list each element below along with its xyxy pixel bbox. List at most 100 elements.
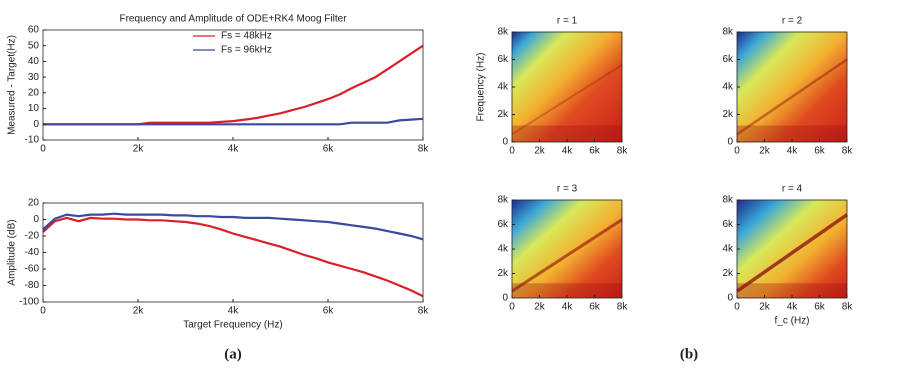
data-line <box>43 117 424 126</box>
low-band <box>737 283 847 298</box>
caption: (a) <box>224 346 242 362</box>
x-axis-label: f_c (Hz) <box>775 316 810 327</box>
y-tick-label: 4k <box>722 244 734 255</box>
resonance-band <box>736 213 848 293</box>
x-tick-label: 4k <box>228 306 240 317</box>
caption: (b) <box>680 346 698 362</box>
chart-title: r = 2 <box>782 16 803 27</box>
x-tick-label: 6k <box>323 144 335 155</box>
x-tick-label: 0 <box>40 306 46 317</box>
spectrogram-image <box>737 32 847 142</box>
x-tick-label: 6k <box>589 146 601 157</box>
spectrogram-image <box>512 200 622 298</box>
y-tick-label: 0 <box>33 119 39 130</box>
x-tick-label: 4k <box>787 302 799 313</box>
y-tick-label: 10 <box>28 103 40 114</box>
y-tick-label: -10 <box>25 135 40 146</box>
y-tick-label: 50 <box>28 40 40 51</box>
y-tick-label: 0 <box>502 137 508 148</box>
x-tick-label: 2k <box>534 146 546 157</box>
x-tick-label: 8k <box>617 146 629 157</box>
chart-title: Frequency and Amplitude of ODE+RK4 Moog … <box>119 14 347 25</box>
x-tick-label: 2k <box>759 302 771 313</box>
y-tick-label: 4k <box>497 244 509 255</box>
x-tick-label: 4k <box>562 146 574 157</box>
y-tick-label: 2k <box>722 268 734 279</box>
low-band <box>512 283 622 298</box>
y-tick-label: 8k <box>497 27 509 38</box>
x-tick-label: 6k <box>814 302 826 313</box>
x-tick-label: 8k <box>617 302 629 313</box>
y-tick-label: 0 <box>727 293 733 304</box>
plot-frame <box>42 29 424 141</box>
x-tick-label: 8k <box>418 306 430 317</box>
x-tick-label: 4k <box>787 146 799 157</box>
legend-label: Fs = 96kHz <box>221 45 272 56</box>
x-tick-label: 2k <box>133 306 145 317</box>
x-tick-label: 6k <box>589 302 601 313</box>
legend-label: Fs = 48kHz <box>221 31 272 42</box>
y-tick-label: 8k <box>497 195 509 206</box>
y-tick-label: 20 <box>28 87 40 98</box>
y-tick-label: -60 <box>25 264 40 275</box>
y-axis-label: Frequency (Hz) <box>476 53 487 122</box>
x-tick-label: 6k <box>323 306 335 317</box>
y-tick-label: 0 <box>727 137 733 148</box>
resonance-band <box>511 218 623 293</box>
y-tick-label: -80 <box>25 280 40 291</box>
x-tick-label: 2k <box>759 146 771 157</box>
x-tick-label: 2k <box>534 302 546 313</box>
x-tick-label: 4k <box>562 302 574 313</box>
y-axis-label: Amplitude (dB) <box>7 219 18 285</box>
y-tick-label: 30 <box>28 72 40 83</box>
x-tick-label: 6k <box>814 146 826 157</box>
y-tick-label: 6k <box>497 54 509 65</box>
plot-frame <box>511 31 623 143</box>
x-tick-label: 0 <box>734 302 740 313</box>
plot-frame <box>511 199 623 299</box>
y-tick-label: 2k <box>722 109 734 120</box>
x-tick-label: 8k <box>842 302 854 313</box>
x-tick-label: 8k <box>418 144 430 155</box>
low-band <box>512 125 622 142</box>
y-tick-label: 60 <box>28 25 40 36</box>
spectrogram-image <box>512 32 622 142</box>
y-tick-label: 6k <box>497 219 509 230</box>
y-tick-label: 0 <box>33 214 39 225</box>
y-tick-label: 20 <box>28 198 40 209</box>
x-axis-label: Target Frequency (Hz) <box>183 320 282 331</box>
y-tick-label: 8k <box>722 27 734 38</box>
x-tick-label: 4k <box>228 144 240 155</box>
x-tick-label: 8k <box>842 146 854 157</box>
x-tick-label: 0 <box>40 144 46 155</box>
y-tick-label: 0 <box>502 293 508 304</box>
y-tick-label: 6k <box>722 54 734 65</box>
plot-frame <box>42 202 424 303</box>
data-line <box>42 212 424 241</box>
chart-title: r = 3 <box>557 184 578 195</box>
data-line <box>42 216 424 298</box>
y-tick-label: -40 <box>25 247 40 258</box>
plot-frame <box>736 199 848 299</box>
y-tick-label: 2k <box>497 109 509 120</box>
y-tick-label: 2k <box>497 268 509 279</box>
y-tick-label: 4k <box>722 82 734 93</box>
y-tick-label: -20 <box>25 231 40 242</box>
resonance-band <box>736 58 848 136</box>
low-band <box>737 125 847 142</box>
y-tick-label: 6k <box>722 219 734 230</box>
spectrogram-image <box>737 200 847 298</box>
y-tick-label: 40 <box>28 56 40 67</box>
x-tick-label: 0 <box>509 302 515 313</box>
y-axis-label: Measured - Target(Hz) <box>7 35 18 135</box>
plot-frame <box>736 31 848 143</box>
y-tick-label: 4k <box>497 82 509 93</box>
data-line <box>43 44 424 126</box>
y-tick-label: -100 <box>19 297 39 308</box>
x-tick-label: 2k <box>133 144 145 155</box>
chart-title: r = 4 <box>782 184 803 195</box>
x-tick-label: 0 <box>734 146 740 157</box>
x-tick-label: 0 <box>509 146 515 157</box>
chart-title: r = 1 <box>557 16 578 27</box>
